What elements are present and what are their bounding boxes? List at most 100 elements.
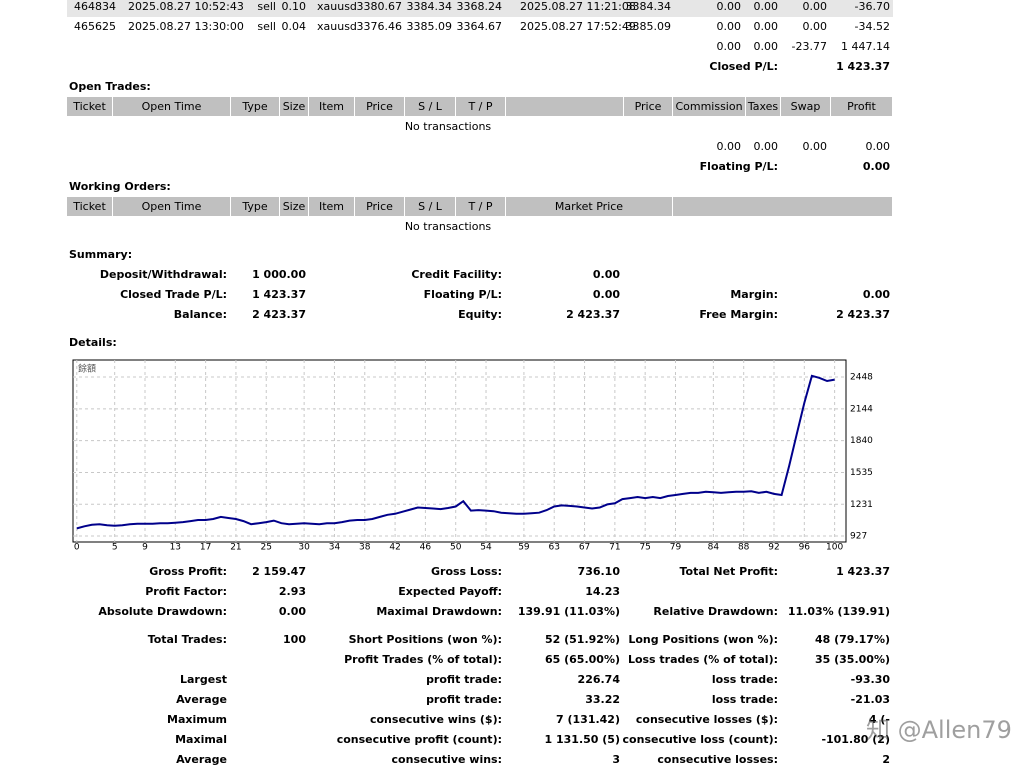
closed-pl-value: 1 423.37 bbox=[836, 60, 890, 73]
section-title: Summary: bbox=[69, 248, 133, 261]
table-header: Market Price bbox=[506, 197, 672, 216]
table-header: Item bbox=[309, 97, 354, 116]
trade-cell: 0.00 bbox=[802, 0, 828, 13]
trade-cell: 2025.08.27 11:21:08 bbox=[520, 0, 636, 13]
trade-cell: 3384.34 bbox=[625, 0, 672, 13]
series-label: 餘額 bbox=[78, 363, 96, 375]
stat-cell: consecutive losses ($): bbox=[635, 713, 778, 726]
table-header: Size bbox=[280, 197, 308, 216]
x-tick-label: 9 bbox=[142, 543, 148, 553]
stat-cell: 736.10 bbox=[577, 565, 620, 578]
summary-cell: Floating P/L: bbox=[423, 288, 502, 301]
x-tick-label: 13 bbox=[170, 543, 181, 553]
table-header: Open Time bbox=[113, 197, 230, 216]
stat-cell: 33.22 bbox=[585, 693, 620, 706]
trade-cell: 0.00 bbox=[753, 20, 779, 33]
section-title: Working Orders: bbox=[69, 180, 171, 193]
table-header: Ticket bbox=[67, 197, 112, 216]
stat-cell: -101.80 (2) bbox=[821, 733, 890, 746]
summary-cell: 2 423.37 bbox=[566, 308, 620, 321]
stat-cell: 226.74 bbox=[577, 673, 620, 686]
stat-cell: Largest bbox=[180, 673, 227, 686]
stat-cell: Short Positions (won %): bbox=[348, 633, 502, 646]
closed-pl-label: Closed P/L: bbox=[709, 60, 778, 73]
total-cell: -23.77 bbox=[791, 40, 827, 53]
empty-note: No transactions bbox=[404, 120, 492, 133]
stat-cell: Gross Loss: bbox=[431, 565, 502, 578]
stat-cell: 65 (65.00%) bbox=[544, 653, 620, 666]
table-header: Type bbox=[231, 197, 279, 216]
table-header: Swap bbox=[781, 97, 830, 116]
stat-cell: Profit Factor: bbox=[145, 585, 227, 598]
trade-cell: 465625 bbox=[74, 20, 116, 33]
trade-cell: -34.52 bbox=[854, 20, 890, 33]
x-tick-label: 88 bbox=[738, 543, 750, 553]
x-tick-label: 59 bbox=[518, 543, 530, 553]
y-tick-label: 1840 bbox=[850, 436, 873, 446]
summary-cell: 2 423.37 bbox=[252, 308, 306, 321]
stat-cell: 52 (51.92%) bbox=[544, 633, 620, 646]
stat-cell: 100 bbox=[283, 633, 306, 646]
table-header: T / P bbox=[456, 197, 505, 216]
stat-cell: 3 bbox=[612, 753, 620, 766]
stat-cell: 1 131.50 (5) bbox=[544, 733, 620, 746]
stat-cell: -21.03 bbox=[850, 693, 890, 706]
x-tick-label: 0 bbox=[74, 543, 80, 553]
trade-cell: 3376.46 bbox=[356, 20, 403, 33]
total-cell: 0.00 bbox=[716, 140, 742, 153]
stat-cell: 4 (- bbox=[868, 713, 890, 726]
x-tick-label: 34 bbox=[329, 543, 341, 553]
table-header: S / L bbox=[405, 97, 455, 116]
trade-cell: 3380.67 bbox=[356, 0, 403, 13]
trade-cell: sell bbox=[257, 0, 276, 13]
stat-cell: 14.23 bbox=[585, 585, 620, 598]
stat-cell: 139.91 (11.03%) bbox=[517, 605, 620, 618]
table-header: T / P bbox=[456, 97, 505, 116]
empty-note: No transactions bbox=[404, 220, 492, 233]
stat-cell: Loss trades (% of total): bbox=[627, 653, 778, 666]
y-tick-label: 1535 bbox=[850, 468, 873, 478]
stat-cell: profit trade: bbox=[426, 693, 502, 706]
table-header: Price bbox=[355, 97, 404, 116]
table-header: Ticket bbox=[67, 97, 112, 116]
table-header: Taxes bbox=[746, 97, 780, 116]
stat-cell: Absolute Drawdown: bbox=[98, 605, 227, 618]
summary-cell: Margin: bbox=[730, 288, 778, 301]
summary-cell: 2 423.37 bbox=[836, 308, 890, 321]
x-tick-label: 75 bbox=[639, 543, 650, 553]
x-tick-label: 46 bbox=[420, 543, 432, 553]
plot-area bbox=[72, 359, 847, 543]
stat-cell: 2 159.47 bbox=[252, 565, 306, 578]
x-tick-label: 50 bbox=[450, 543, 462, 553]
trade-cell: 3385.09 bbox=[406, 20, 453, 33]
x-tick-label: 21 bbox=[230, 543, 241, 553]
table-header: Type bbox=[231, 97, 279, 116]
table-header: Price bbox=[624, 97, 672, 116]
summary-cell: Credit Facility: bbox=[411, 268, 502, 281]
trade-cell: 0.04 bbox=[281, 20, 307, 33]
stat-cell: consecutive losses: bbox=[657, 753, 778, 766]
summary-cell: Deposit/Withdrawal: bbox=[99, 268, 227, 281]
table-header: Open Time bbox=[113, 97, 230, 116]
x-tick-label: 67 bbox=[579, 543, 590, 553]
x-tick-label: 54 bbox=[480, 543, 492, 553]
floating-pl-value: 0.00 bbox=[862, 160, 890, 173]
section-title: Open Trades: bbox=[69, 80, 151, 93]
trade-cell: sell bbox=[257, 20, 276, 33]
trade-cell: 0.00 bbox=[753, 0, 779, 13]
total-cell: 1 447.14 bbox=[841, 40, 890, 53]
stat-cell: Total Net Profit: bbox=[679, 565, 779, 578]
stat-cell: loss trade: bbox=[711, 673, 778, 686]
x-tick-label: 96 bbox=[799, 543, 811, 553]
table-header bbox=[506, 97, 623, 116]
stat-cell: 11.03% (139.91) bbox=[787, 605, 890, 618]
trade-cell: 3368.24 bbox=[456, 0, 503, 13]
table-header: Item bbox=[309, 197, 354, 216]
y-tick-label: 2448 bbox=[850, 373, 873, 383]
summary-cell: 0.00 bbox=[592, 268, 620, 281]
summary-cell: 0.00 bbox=[592, 288, 620, 301]
summary-cell: Equity: bbox=[458, 308, 502, 321]
stat-cell: Average bbox=[176, 753, 227, 766]
stat-cell: Gross Profit: bbox=[149, 565, 227, 578]
